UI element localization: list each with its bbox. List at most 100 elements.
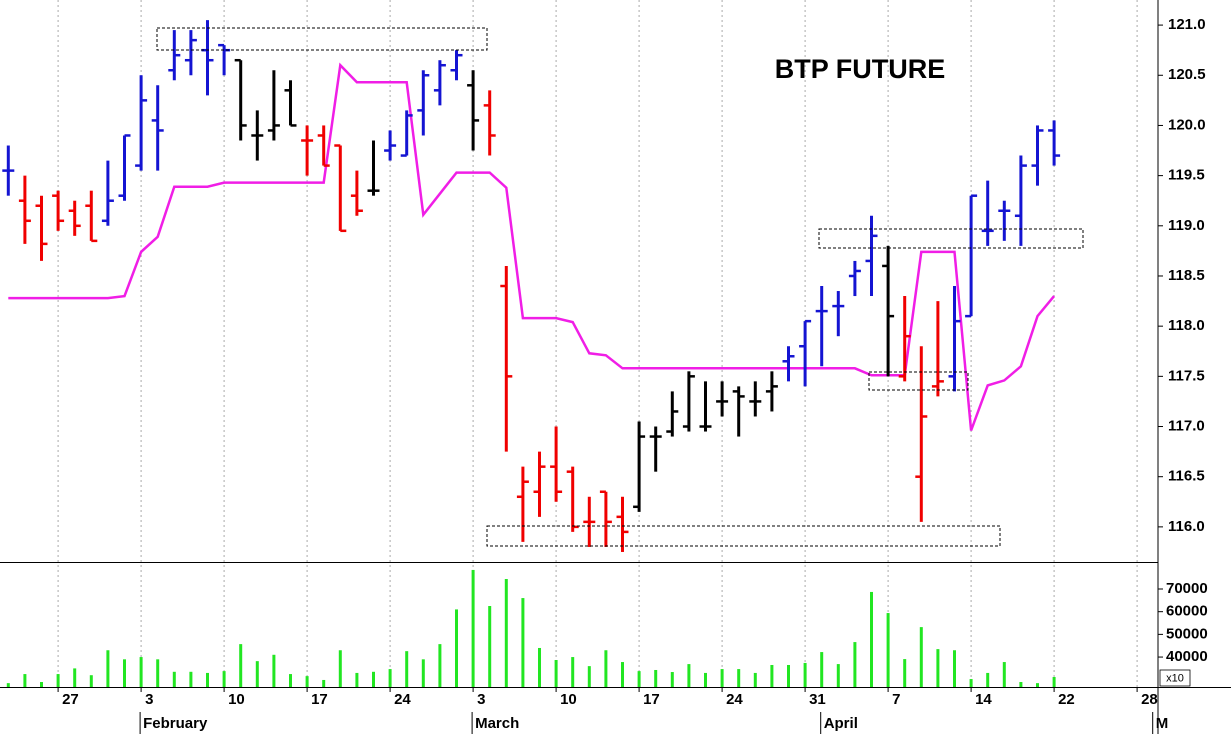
ohlc-bar — [68, 200, 81, 236]
volume-bar — [704, 672, 707, 687]
volume-bar — [538, 647, 541, 687]
x-tick-label: 17 — [311, 691, 328, 708]
ohlc-bar — [666, 391, 679, 437]
indicator-line — [8, 62, 1056, 431]
y-tick-label: 118.0 — [1168, 317, 1205, 334]
ohlc-bar — [732, 386, 745, 437]
ohlc-bar — [284, 80, 297, 127]
volume-bar — [89, 675, 93, 687]
volume-bar — [23, 674, 27, 687]
volume-bar — [73, 668, 77, 687]
y-tick-label: 116.5 — [1168, 468, 1205, 485]
volume-bar — [488, 606, 492, 687]
ohlc-bar — [267, 70, 280, 141]
multiplier-label: x10 — [1166, 672, 1184, 684]
ohlc-bar — [981, 180, 994, 246]
y-tick-label: 121.0 — [1168, 16, 1206, 33]
volume-bar — [1052, 677, 1056, 687]
volume-bar — [554, 660, 558, 687]
ohlc-bar — [599, 490, 612, 547]
ohlc-bar — [682, 371, 695, 432]
volume-bar — [604, 650, 608, 687]
volume-bar — [438, 644, 442, 687]
volume-bar — [1019, 682, 1023, 687]
x-tick-label: 14 — [975, 691, 992, 708]
multiplier-box — [1159, 669, 1191, 687]
ohlc-bar — [931, 301, 944, 397]
ohlc-bar — [135, 75, 148, 171]
volume-bar — [803, 662, 807, 687]
volume-bar — [886, 613, 890, 687]
ohlc-bar — [915, 346, 928, 522]
volume-bar — [421, 659, 425, 687]
month-label: March — [475, 715, 519, 732]
ohlc-bar — [483, 90, 496, 156]
ohlc-bar — [765, 371, 778, 412]
volume-bar — [836, 664, 840, 687]
y-tick-label: 120.0 — [1168, 116, 1206, 133]
volume-bar — [720, 669, 724, 687]
ohlc-bar — [965, 194, 978, 318]
volume-bar — [338, 650, 342, 687]
ohlc-bar — [168, 30, 181, 81]
ohlc-bar — [550, 426, 563, 502]
volume-bar — [820, 652, 824, 687]
volume-bar — [56, 674, 60, 687]
y-tick-label: 118.5 — [1168, 267, 1205, 284]
volume-bar — [670, 672, 674, 687]
ohlc-bar — [85, 190, 98, 243]
ohlc-bar — [367, 140, 380, 196]
ohlc-bar — [649, 426, 662, 472]
volume-bar — [272, 654, 276, 687]
volume-bar — [737, 669, 741, 687]
volume-bar — [189, 671, 193, 687]
range-box — [868, 371, 969, 391]
ohlc-bar — [35, 195, 48, 261]
ohlc-bar — [616, 496, 629, 552]
volume-bar — [305, 676, 309, 687]
ohlc-bar — [815, 286, 828, 367]
ohlc-bar — [301, 125, 314, 176]
ohlc-bar — [699, 381, 712, 432]
x-tick-label: 7 — [892, 691, 900, 708]
volume-bar — [571, 657, 575, 687]
volume-bar — [372, 671, 375, 687]
volume-bar — [919, 627, 923, 687]
ohlc-bar — [417, 70, 430, 136]
volume-bar — [504, 579, 508, 687]
ohlc-bar — [832, 291, 845, 337]
ohlc-bar — [566, 466, 579, 532]
volume-bar — [621, 662, 624, 687]
ohlc-bar — [882, 245, 895, 377]
x-tick-label: 3 — [477, 691, 485, 708]
volume-bar — [206, 672, 209, 687]
ohlc-bar — [1048, 120, 1061, 166]
ohlc-bar — [1031, 125, 1044, 186]
volume-bar — [787, 664, 790, 687]
ohlc-bar — [234, 58, 247, 141]
ohlc-bar — [400, 110, 413, 157]
volume-bar — [936, 649, 940, 687]
volume-bar — [123, 659, 126, 687]
x-tick-label: 10 — [560, 691, 577, 708]
volume-bar — [687, 664, 691, 687]
y2-tick-label: 70000 — [1166, 580, 1208, 597]
y-tick-label: 117.0 — [1168, 417, 1205, 434]
ohlc-bar — [317, 125, 330, 167]
ohlc-bar — [500, 265, 513, 452]
ohlc-bar — [998, 200, 1011, 241]
volume-bar — [355, 672, 359, 687]
volume-bar — [587, 666, 591, 687]
ohlc-bar — [2, 145, 15, 196]
volume-bar — [753, 672, 757, 687]
y2-tick-label: 40000 — [1166, 648, 1208, 665]
month-label: February — [143, 715, 208, 732]
ohlc-bar — [948, 286, 961, 392]
ohlc-bar — [716, 381, 729, 417]
y2-tick-label: 50000 — [1166, 625, 1208, 642]
ohlc-bar — [583, 496, 596, 547]
ohlc-bar — [749, 381, 762, 417]
volume-bar — [903, 659, 907, 687]
volume-bar — [156, 659, 160, 687]
month-label: April — [824, 715, 858, 732]
